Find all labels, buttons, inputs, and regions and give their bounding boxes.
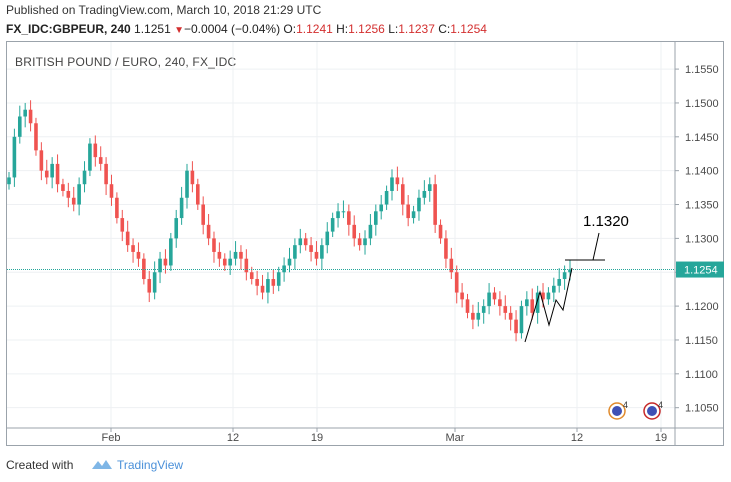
change-value: −0.0004 (−0.04%): [184, 22, 281, 36]
created-with-label: Created with: [6, 458, 74, 472]
close-label: C:: [438, 22, 451, 36]
chart-title: BRITISH POUND / EURO, 240, FX_IDC: [15, 55, 237, 69]
high-value: 1.1256: [348, 22, 385, 36]
low-value: 1.1237: [398, 22, 435, 36]
tradingview-link[interactable]: TradingView: [117, 458, 184, 472]
tradingview-cloud-icon[interactable]: [90, 456, 114, 472]
last-price: 1.1251: [134, 22, 171, 36]
published-line: Published on TradingView.com, March 10, …: [6, 3, 322, 17]
high-label: H:: [336, 22, 349, 36]
close-value: 1.1254: [450, 22, 487, 36]
open-label: O:: [283, 22, 297, 36]
footer: Created with TradingView: [0, 452, 731, 482]
chart-header: Published on TradingView.com, March 10, …: [0, 0, 731, 40]
low-label: L:: [388, 22, 399, 36]
down-triangle-icon: ▼: [174, 25, 184, 36]
ohlc-line: FX_IDC:GBPEUR, 240 1.1251 ▼−0.0004 (−0.0…: [6, 22, 487, 36]
open-value: 1.1241: [296, 22, 333, 36]
symbol-label[interactable]: FX_IDC:GBPEUR, 240: [6, 22, 131, 36]
chart-frame[interactable]: [6, 41, 724, 446]
